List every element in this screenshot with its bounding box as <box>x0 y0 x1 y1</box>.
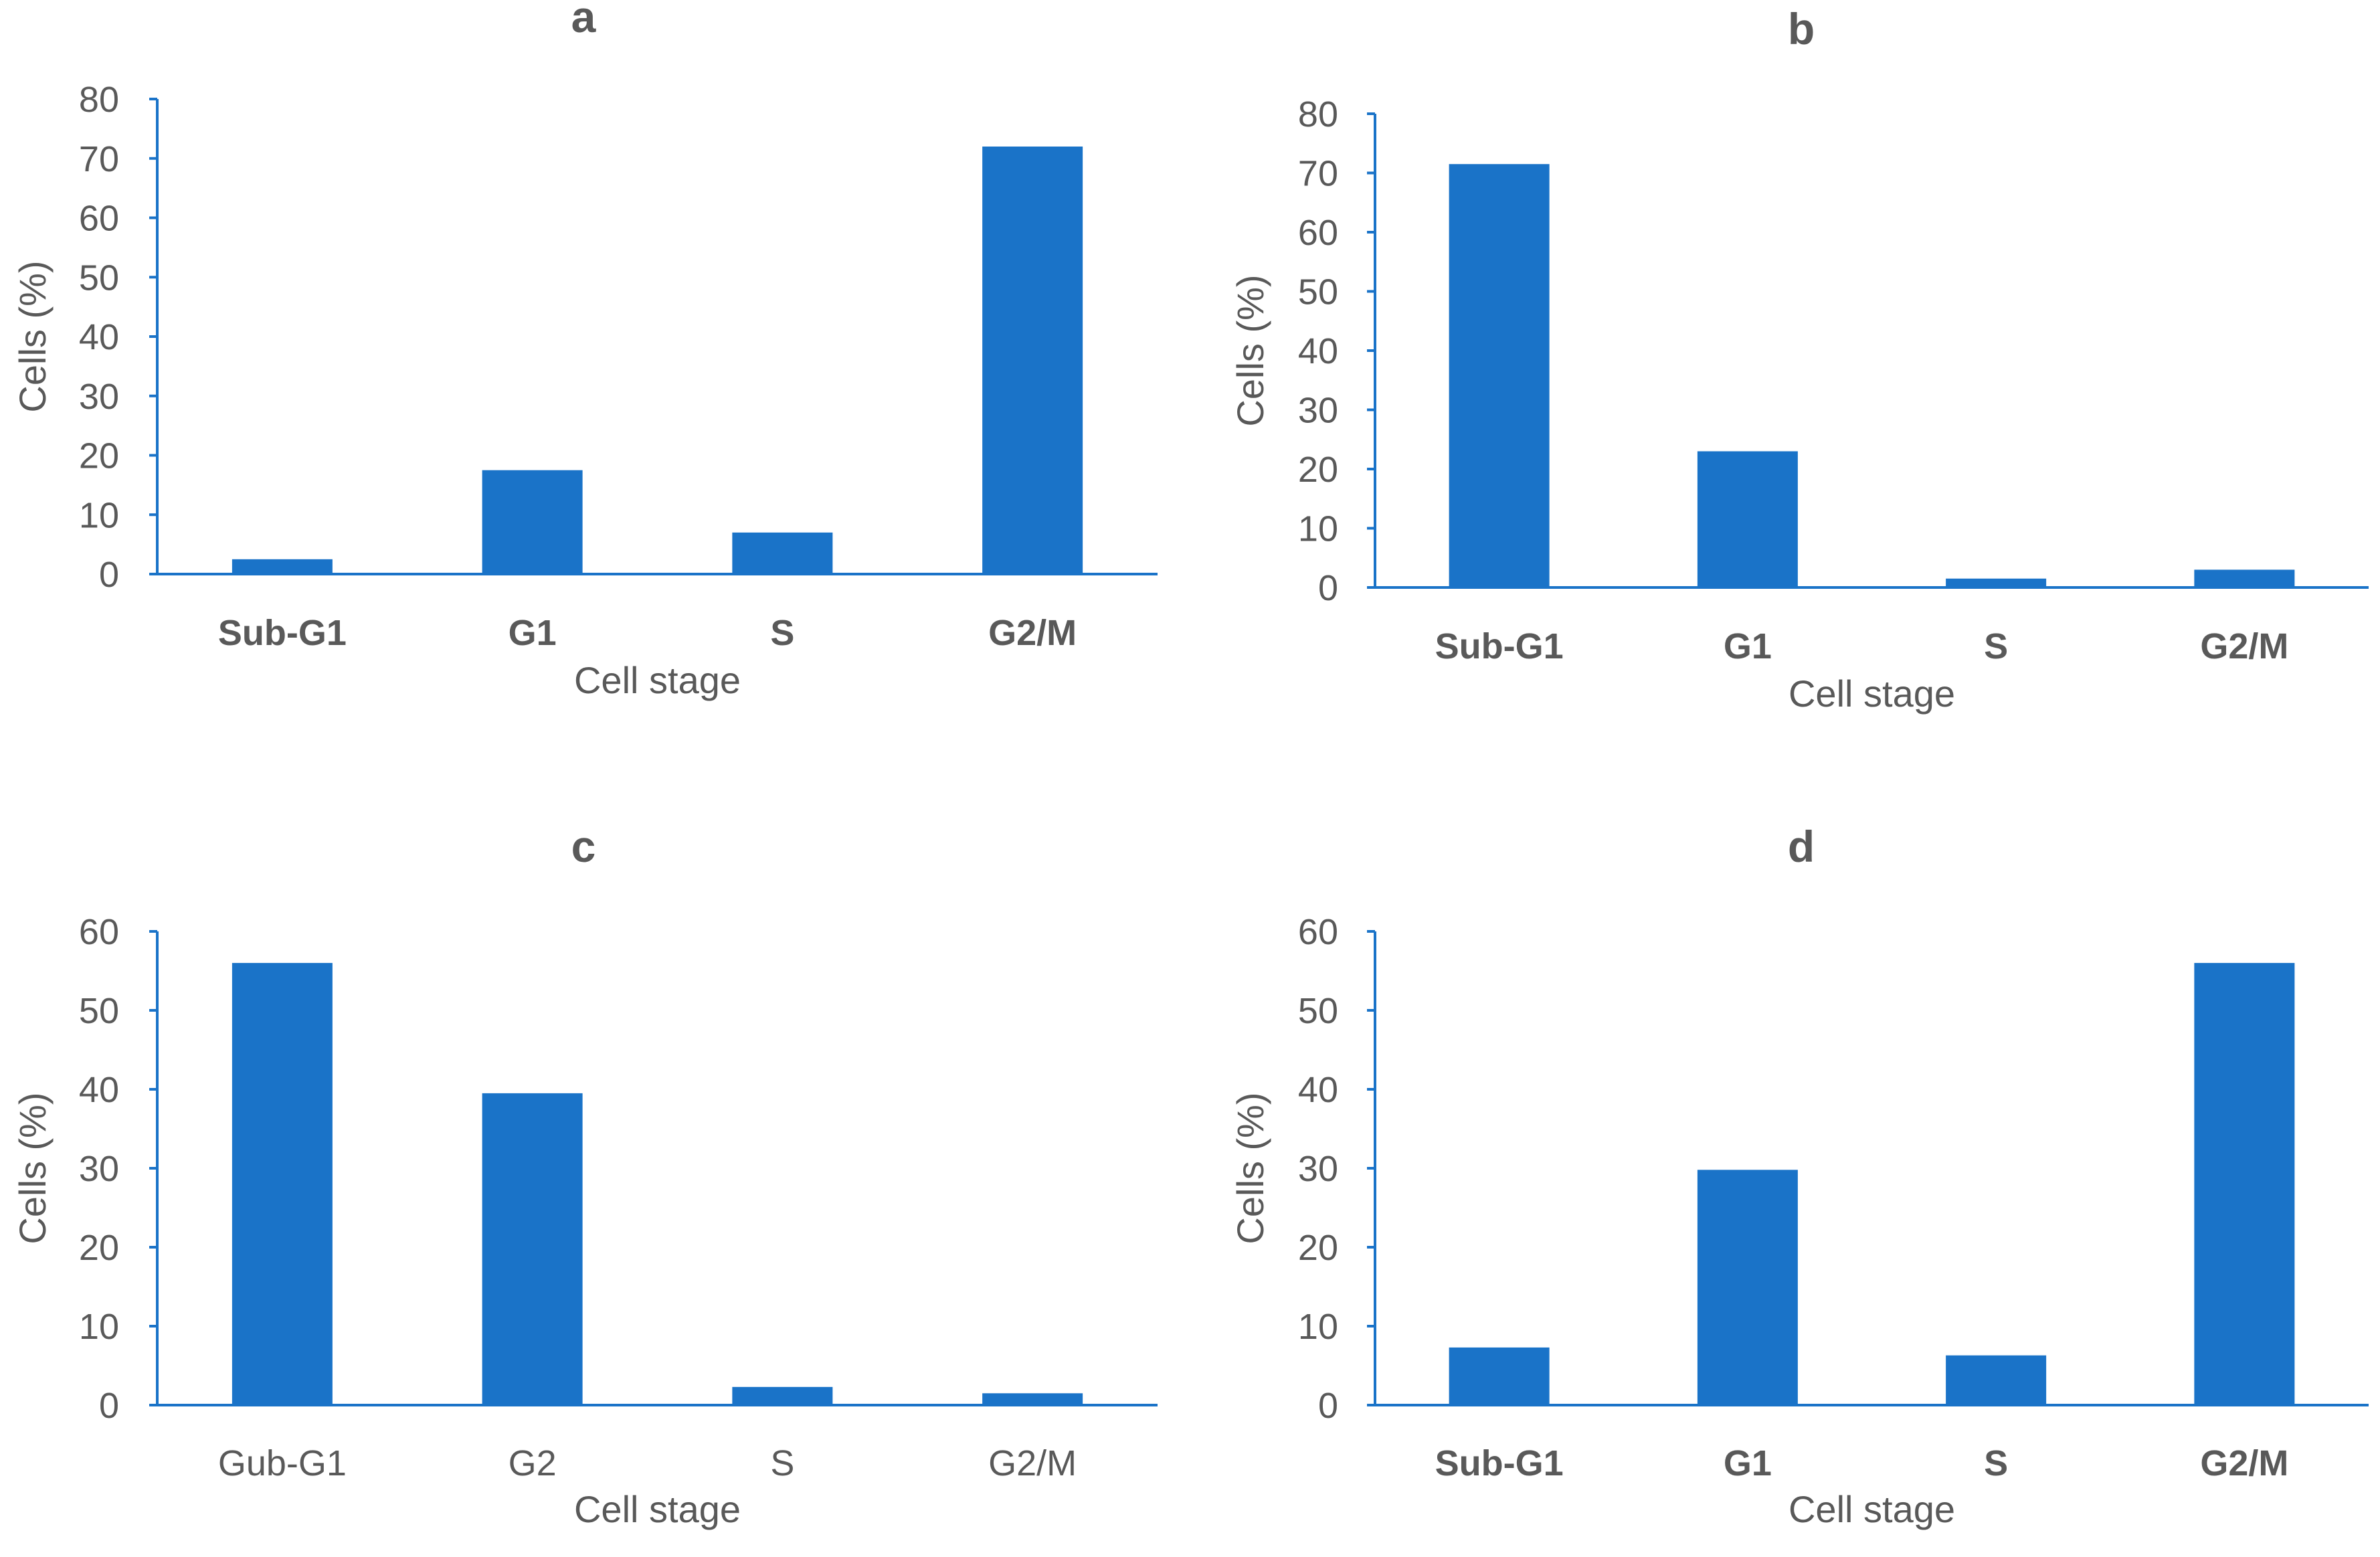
category-label: Sub-G1 <box>218 613 347 653</box>
category-label: G1 <box>509 613 557 653</box>
category-label: G2 <box>509 1443 557 1483</box>
x-axis-title: Cell stage <box>1789 1488 1955 1530</box>
bar-sub-g1 <box>1449 1347 1550 1405</box>
y-tick-label: 10 <box>1298 509 1338 549</box>
chart-panel-d: d 0 10 20 30 40 50 60 Sub-G1 G1 S G2/M Cell stage Cel… <box>1229 822 2369 1530</box>
y-tick-label: 30 <box>1298 1149 1338 1189</box>
panel-title: c <box>571 822 596 871</box>
category-label: G2/M <box>988 613 1077 653</box>
chart-panel-b: b 0 10 20 30 40 50 60 70 80 Sub-G1 G1 S G2/M Cell stag… <box>1229 4 2369 715</box>
y-tick-label: 20 <box>79 1228 119 1268</box>
y-tick-label: 40 <box>1298 1070 1338 1110</box>
y-tick-label: 30 <box>79 377 119 417</box>
y-tick-label: 70 <box>79 139 119 179</box>
y-tick-label: 10 <box>79 495 119 535</box>
y-tick-label: 40 <box>79 1070 119 1110</box>
bar-g2-m <box>2194 569 2295 587</box>
bar-g2-m <box>982 147 1083 574</box>
panel-title: b <box>1788 4 1815 54</box>
y-tick-label: 10 <box>79 1307 119 1347</box>
y-tick-label: 60 <box>79 199 119 239</box>
category-label: G1 <box>1724 626 1772 666</box>
y-tick-label: 20 <box>1298 450 1338 490</box>
y-tick-label: 80 <box>79 80 119 120</box>
y-tick-label: 10 <box>1298 1307 1338 1347</box>
category-label: S <box>770 1443 794 1483</box>
chart-panel-a: a 0 10 20 30 40 50 60 70 80 Sub-G1 G1 S G2/M Cell stag… <box>11 0 1158 701</box>
category-label: G2/M <box>2200 1443 2288 1483</box>
y-tick-label: 30 <box>79 1149 119 1189</box>
y-tick-label: 80 <box>1298 94 1338 134</box>
y-axis-title: Cells (%) <box>1229 1092 1271 1244</box>
y-tick-label: 50 <box>1298 272 1338 312</box>
y-tick-label: 60 <box>79 912 119 952</box>
y-axis-title: Cells (%) <box>1229 274 1271 426</box>
bar-s <box>1946 1355 2047 1405</box>
category-label: G2/M <box>2200 626 2288 666</box>
y-tick-label: 0 <box>99 555 119 595</box>
y-axis-title: Cells (%) <box>11 1092 54 1244</box>
bar-s <box>732 532 833 574</box>
category-label: S <box>1984 1443 2008 1483</box>
chart-panel-c: c 0 10 20 30 40 50 60 Gub-G1 G2 S G2/M Cell stage Cel… <box>11 822 1158 1530</box>
y-tick-label: 30 <box>1298 391 1338 431</box>
bar-sub-g1 <box>232 559 333 574</box>
y-axis-title: Cells (%) <box>11 260 54 412</box>
y-tick-label: 0 <box>99 1386 119 1426</box>
bar-g1 <box>1697 1170 1798 1405</box>
category-label: G2/M <box>988 1443 1077 1483</box>
bar-g2-m <box>2194 963 2295 1405</box>
category-label: Sub-G1 <box>1435 1443 1564 1483</box>
category-label: G1 <box>1724 1443 1772 1483</box>
y-tick-label: 60 <box>1298 912 1338 952</box>
y-tick-label: 40 <box>1298 331 1338 371</box>
x-axis-title: Cell stage <box>574 659 741 701</box>
bar-gub-g1 <box>232 963 333 1405</box>
category-label: Sub-G1 <box>1435 626 1564 666</box>
y-tick-label: 40 <box>79 317 119 357</box>
panel-title: a <box>571 0 597 41</box>
bar-s <box>732 1386 833 1405</box>
y-tick-label: 70 <box>1298 154 1338 194</box>
category-label: Gub-G1 <box>218 1443 347 1483</box>
y-tick-label: 0 <box>1318 1386 1338 1426</box>
category-label: S <box>770 613 794 653</box>
panel-title: d <box>1788 822 1815 871</box>
y-tick-label: 50 <box>79 991 119 1031</box>
bar-s <box>1946 578 2047 587</box>
category-label: S <box>1984 626 2008 666</box>
bar-sub-g1 <box>1449 164 1550 588</box>
x-axis-title: Cell stage <box>1789 672 1955 715</box>
y-tick-label: 20 <box>79 436 119 476</box>
bar-g2 <box>482 1093 583 1405</box>
y-tick-label: 50 <box>79 258 119 298</box>
y-tick-label: 50 <box>1298 991 1338 1031</box>
bar-g1 <box>1697 451 1798 587</box>
bar-g2-m <box>982 1393 1083 1405</box>
bar-g1 <box>482 470 583 574</box>
y-tick-label: 20 <box>1298 1228 1338 1268</box>
y-tick-label: 0 <box>1318 568 1338 608</box>
x-axis-title: Cell stage <box>574 1488 741 1530</box>
y-tick-label: 60 <box>1298 213 1338 253</box>
